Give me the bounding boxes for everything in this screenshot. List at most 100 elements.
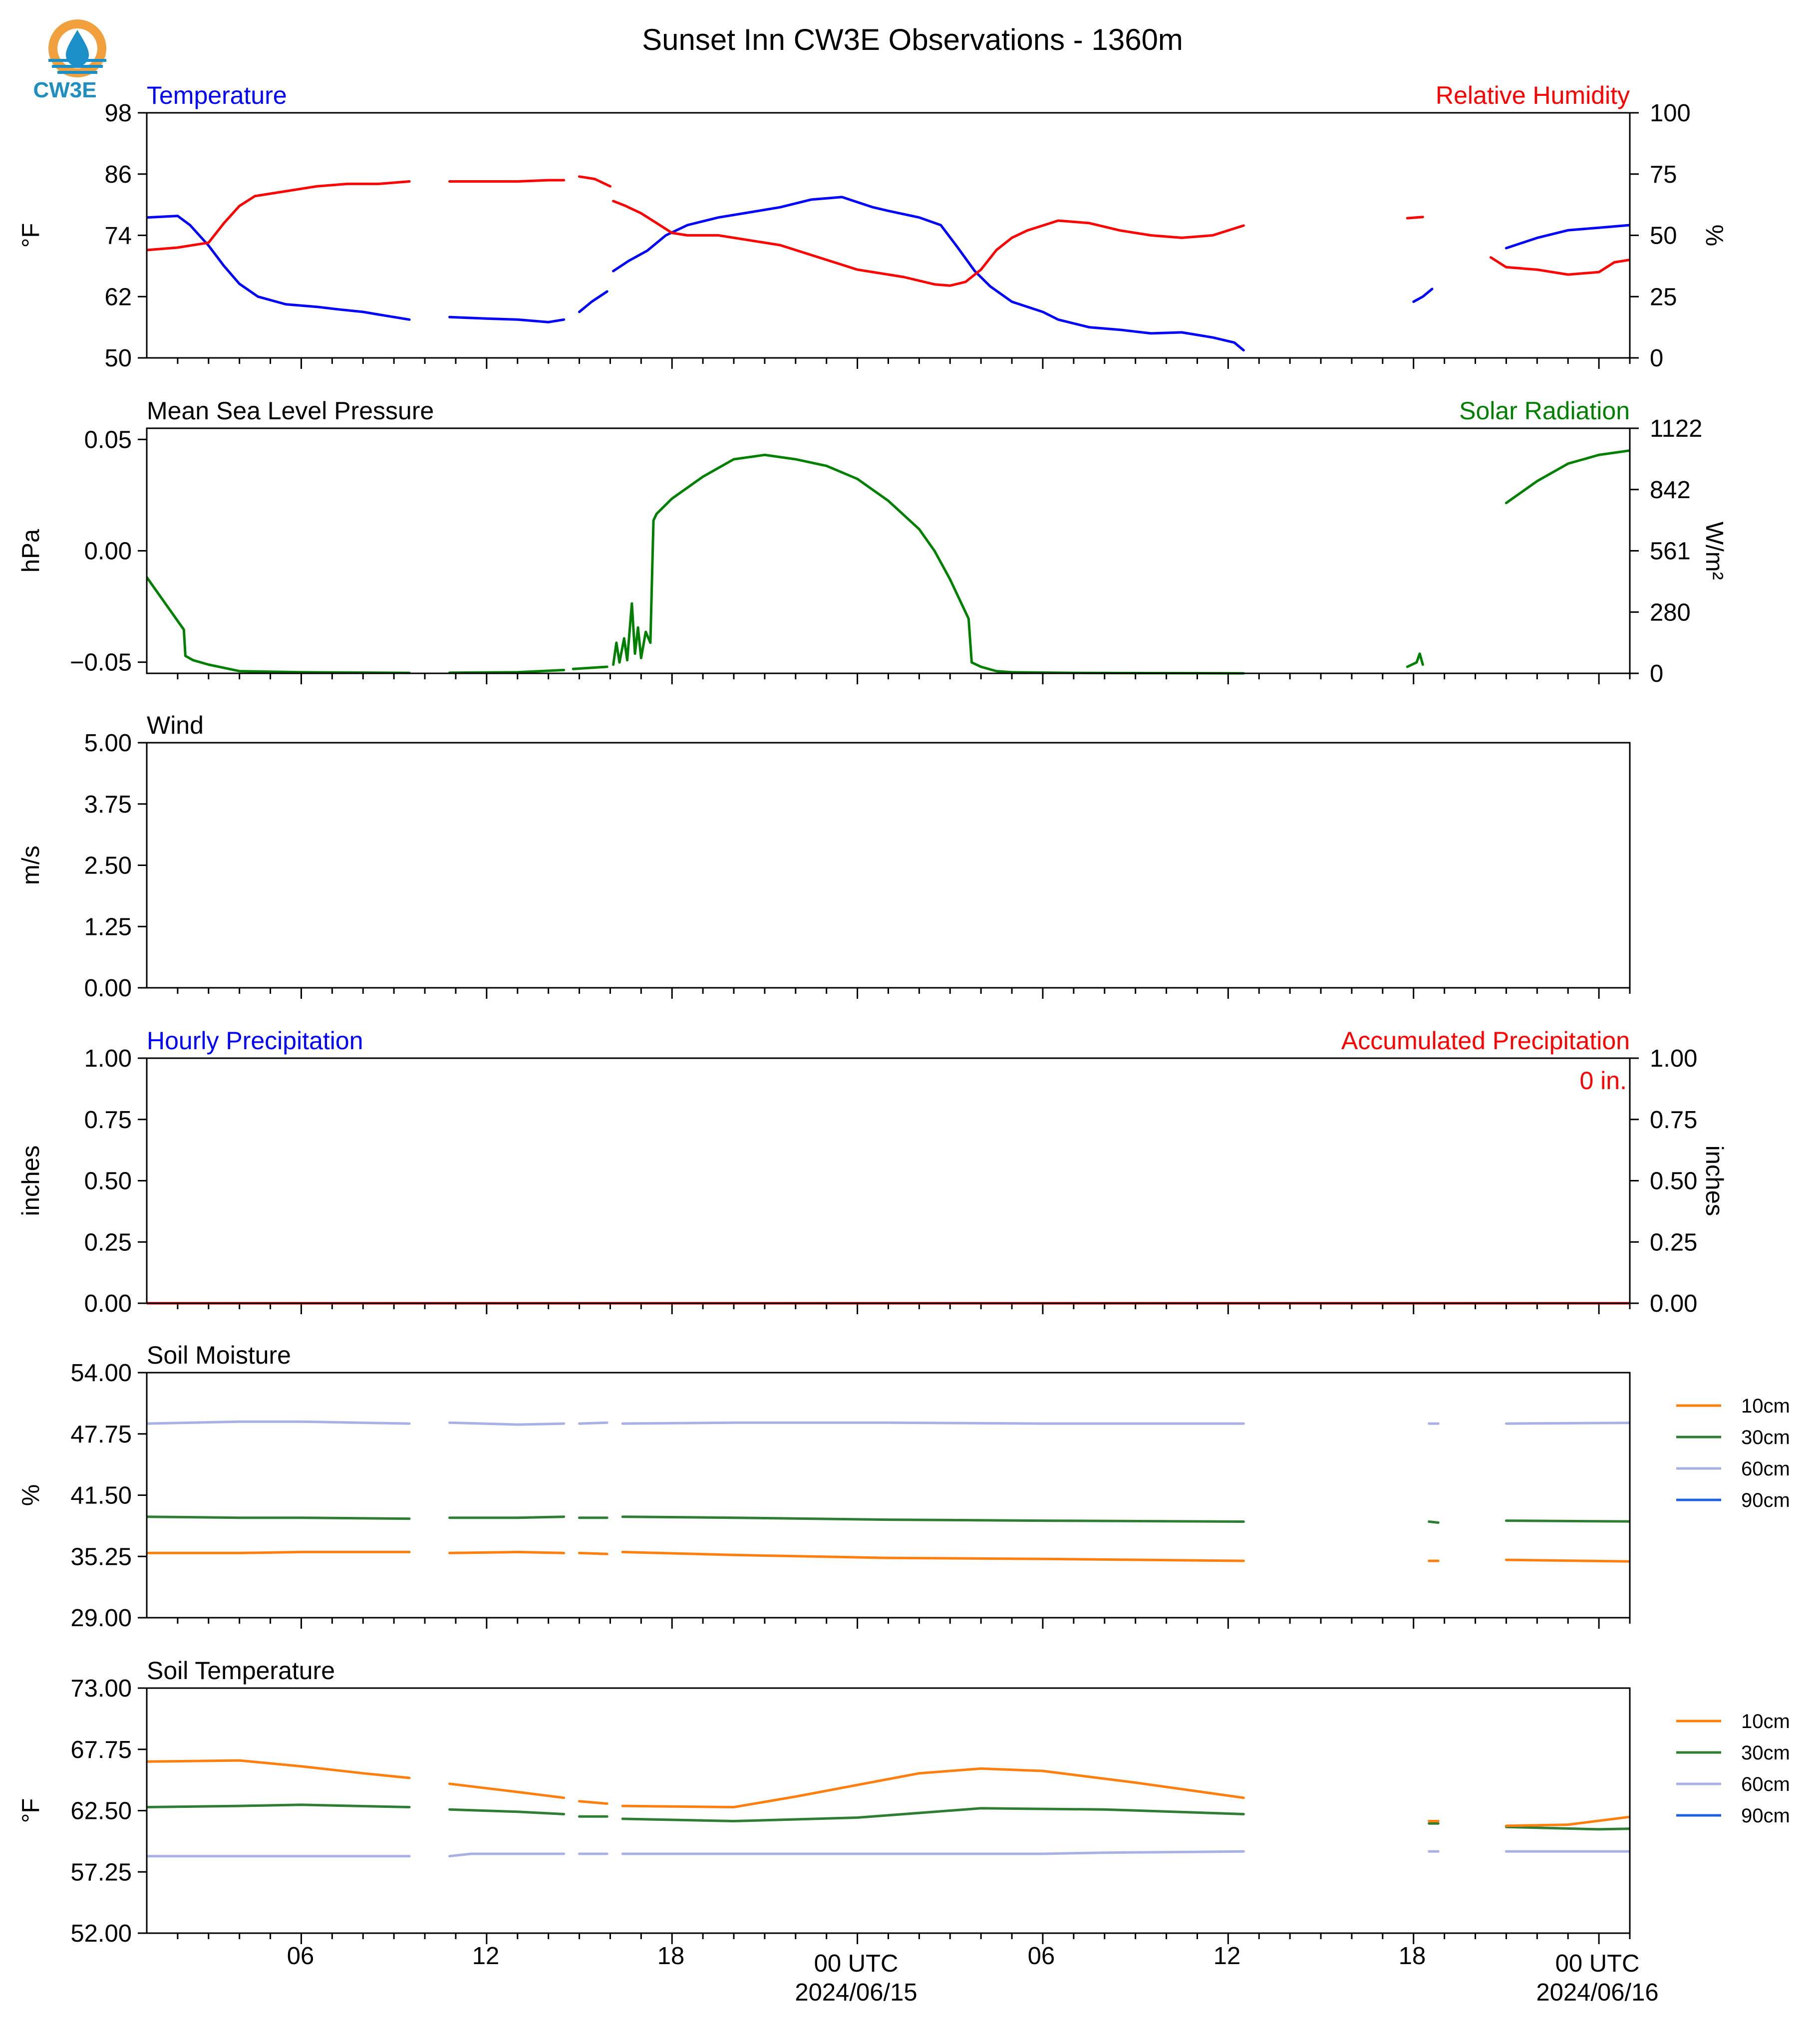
x-tick-label: 06 (1028, 1943, 1055, 1970)
panel-pressure-solar: −0.05 0.00 0.05 0 280 561 842 1122 Mean Sea Leve… (17, 397, 1728, 687)
y-right-tick-label: 100 (1650, 100, 1691, 127)
series-line-30cm (1428, 1520, 1440, 1524)
legend-label: 90cm (1741, 1805, 1790, 1827)
y-axis-label: inches (17, 1146, 44, 1216)
series-line-10cm (621, 1767, 1245, 1808)
x-axis: 06 12 18 00 UTC 06 12 18 00 UTC 2024/06/… (287, 1943, 1659, 2006)
panel-title-right: Solar Radiation (1459, 397, 1630, 425)
series-line-30cm (1505, 1519, 1630, 1523)
series-line-60cm (448, 1852, 566, 1858)
y-tick-label: −0.05 (70, 649, 132, 676)
series-line-30cm (147, 1515, 411, 1520)
panel-precipitation: 0.00 0.25 0.50 0.75 1.00 0.00 0.25 0.50 0.75 1.00… (17, 1027, 1728, 1317)
drop-icon (66, 30, 89, 66)
figure-title: Sunset Inn CW3E Observations - 1360m (642, 23, 1183, 56)
series-line-solar-radiation (1505, 449, 1630, 505)
y-axis-label: °F (17, 1798, 44, 1823)
x-date-label: 2024/06/15 (795, 1979, 917, 2006)
panel-title-left: Hourly Precipitation (147, 1027, 363, 1055)
x-tick-label: 18 (1399, 1943, 1426, 1970)
series-line-30cm (448, 1515, 566, 1519)
y-tick-label: 29.00 (70, 1605, 132, 1632)
panel-title-left: Soil Temperature (147, 1657, 335, 1685)
y-tick-label: 0.00 (84, 538, 132, 565)
y-tick-label: 86 (104, 161, 132, 188)
series-line-solar-radiation (448, 668, 566, 674)
y-tick-label: 1.25 (84, 913, 132, 940)
panel-frame (146, 427, 1631, 674)
series-line-60cm (578, 1421, 608, 1425)
y-tick-label: 74 (104, 223, 132, 250)
panel-frame (146, 112, 1631, 359)
panel-title-left: Soil Moisture (147, 1341, 291, 1369)
y-axis-label: % (17, 1484, 44, 1506)
y-tick-label: 0.25 (84, 1229, 132, 1256)
panel-soil-temperature: 52.00 57.25 62.50 67.75 73.00 Soil Temperatur… (17, 1657, 1790, 1947)
y-tick-label: 0.00 (84, 975, 132, 1002)
y-tick-label: 0.50 (84, 1168, 132, 1195)
series-line-10cm (1505, 1558, 1630, 1563)
y-axis-label: hPa (17, 529, 44, 573)
series-line-relative-humidity (612, 200, 1245, 287)
panel-title-left: Temperature (147, 81, 287, 109)
y-right-tick-label: 0.75 (1650, 1107, 1697, 1134)
y-tick-label: 57.25 (70, 1859, 132, 1886)
series-line-10cm (147, 1759, 411, 1779)
series-group (147, 175, 1630, 352)
series-line-solar-radiation (572, 665, 608, 670)
panel-wind: 0.00 1.25 2.50 3.75 5.00 Wind m/s (17, 711, 1631, 1002)
legend-label: 60cm (1741, 1458, 1790, 1480)
y-right-tick-label: 1.00 (1650, 1045, 1697, 1072)
series-group (147, 449, 1630, 675)
y-tick-label: 98 (104, 100, 132, 127)
series-line-60cm (147, 1420, 411, 1425)
series-group (147, 1759, 1630, 1858)
y-right-tick-label: 0.50 (1650, 1168, 1697, 1195)
y-tick-label: 52.00 (70, 1920, 132, 1947)
accumulated-total-label: 0 in. (1579, 1067, 1627, 1095)
y-right-tick-label: 1122 (1650, 415, 1702, 442)
y-right-tick-label: 0.25 (1650, 1229, 1697, 1256)
series-line-10cm (578, 1800, 608, 1805)
y-right-tick-label: 0.00 (1650, 1290, 1697, 1317)
series-line-60cm (621, 1850, 1245, 1855)
series-line-10cm (448, 1550, 566, 1554)
y-tick-label: 62 (104, 284, 132, 310)
series-line-10cm (621, 1550, 1245, 1562)
y-right-tick-label: 842 (1650, 477, 1691, 504)
panel-frame (146, 1057, 1631, 1304)
series-line-relative-humidity (1406, 216, 1424, 220)
x-tick-label: 12 (472, 1943, 500, 1970)
panel-title-left: Mean Sea Level Pressure (147, 397, 434, 425)
panel-frame (146, 1372, 1631, 1619)
series-line-30cm (621, 1515, 1245, 1523)
y-tick-label: 54.00 (70, 1360, 132, 1387)
y-tick-label: 62.50 (70, 1798, 132, 1825)
panel-soil-moisture: 29.00 35.25 41.50 47.75 54.00 Soil Moisture% 1… (17, 1341, 1790, 1632)
y-tick-label: 0.75 (84, 1107, 132, 1134)
series-line-temperature (448, 315, 566, 323)
x-tick-label: 00 UTC (814, 1950, 899, 1977)
legend-label: 30cm (1741, 1427, 1790, 1449)
series-group (147, 1420, 1630, 1563)
cw3e-logo: CW3E (33, 19, 106, 102)
series-line-temperature (147, 215, 411, 321)
y-tick-label: 47.75 (70, 1421, 132, 1448)
y-tick-label: 5.00 (84, 730, 132, 757)
y-axis-label: °F (17, 223, 44, 248)
y-tick-label: 2.50 (84, 853, 132, 879)
x-tick-label: 06 (287, 1943, 314, 1970)
series-line-relative-humidity (1490, 256, 1630, 276)
panel-frame (146, 1687, 1631, 1934)
series-line-60cm (1505, 1422, 1630, 1425)
x-tick-label: 12 (1213, 1943, 1241, 1970)
legend-label: 30cm (1741, 1742, 1790, 1764)
series-line-60cm (621, 1421, 1245, 1425)
y-tick-label: 67.75 (70, 1737, 132, 1763)
chart-panels: 50 62 74 86 98 0 25 50 75 100 Temperature Relative … (17, 81, 1790, 1947)
y-right-tick-label: 280 (1650, 599, 1691, 626)
series-line-relative-humidity (448, 179, 566, 183)
y-right-tick-label: 50 (1650, 223, 1677, 250)
series-line-10cm (1505, 1815, 1630, 1827)
